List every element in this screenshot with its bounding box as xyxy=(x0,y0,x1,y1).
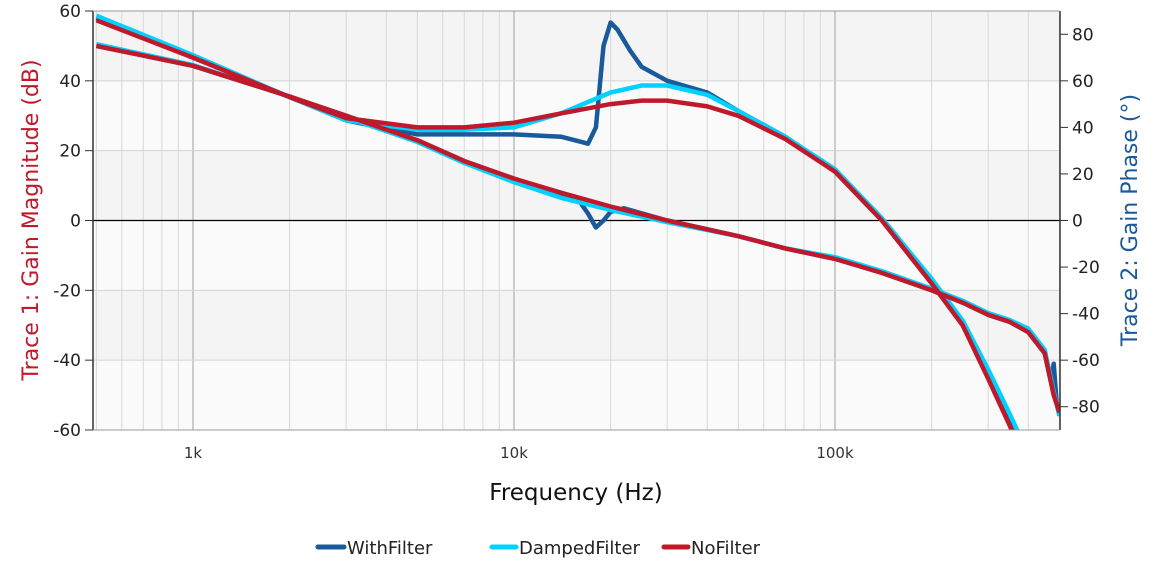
y-tick-label-right: -60 xyxy=(1072,351,1100,371)
plot-background xyxy=(93,11,1060,430)
legend-item-nofilter[interactable]: NoFilter xyxy=(661,538,761,559)
y-tick-label-left: 40 xyxy=(59,72,81,92)
y-tick-label-right: 0 xyxy=(1072,212,1083,232)
plot-band xyxy=(93,360,1060,430)
y-tick-label-right: 80 xyxy=(1072,25,1094,45)
y-tick-label-right: 60 xyxy=(1072,72,1094,92)
traces xyxy=(95,13,1060,430)
legend-item-dampedfilter[interactable]: DampedFilter xyxy=(489,538,641,559)
plot-band xyxy=(93,150,1060,221)
y-tick-label-right: -80 xyxy=(1072,398,1100,418)
legend-label: DampedFilter xyxy=(519,538,641,559)
x-axis-label: Frequency (Hz) xyxy=(489,480,662,506)
axes: 60 40 20 0 -20 -40 -60 80 60 40 20 0 -20 -40 -60 -80 1k 1… xyxy=(53,2,1100,462)
y-tick-label-right: 20 xyxy=(1072,165,1094,185)
y-axis-right-label: Trace 2: Gain Phase (°) xyxy=(1118,94,1143,347)
trace-group xyxy=(95,13,1060,430)
y-axis-left-label: Trace 1: Gain Magnitude (dB) xyxy=(19,59,44,381)
phase-line-nofilter xyxy=(95,18,1015,430)
grid xyxy=(93,11,1060,430)
y-tick-label-left: 0 xyxy=(70,212,81,232)
x-tick-label: 10k xyxy=(500,444,528,462)
y-tick-label-right: 40 xyxy=(1072,118,1094,138)
x-tick-label: 1k xyxy=(184,444,203,462)
x-tick-label: 100k xyxy=(816,444,854,462)
legend-item-withfilter[interactable]: WithFilter xyxy=(315,538,433,559)
y-tick-label-left: 20 xyxy=(59,142,81,162)
y-tick-label-left: -40 xyxy=(53,351,81,371)
y-tick-label-right: -40 xyxy=(1072,305,1100,325)
legend: WithFilter DampedFilter NoFilter xyxy=(315,538,761,559)
y-tick-label-left: 60 xyxy=(59,2,81,22)
magnitude-line-nofilter xyxy=(95,43,1060,414)
plot-band xyxy=(93,290,1060,361)
y-tick-label-left: -20 xyxy=(53,281,81,301)
y-tick-label-left: -60 xyxy=(53,421,81,441)
y-tick-label-right: -20 xyxy=(1072,258,1100,278)
legend-label: NoFilter xyxy=(691,538,761,559)
plot-band xyxy=(93,11,1060,81)
legend-label: WithFilter xyxy=(347,538,433,559)
